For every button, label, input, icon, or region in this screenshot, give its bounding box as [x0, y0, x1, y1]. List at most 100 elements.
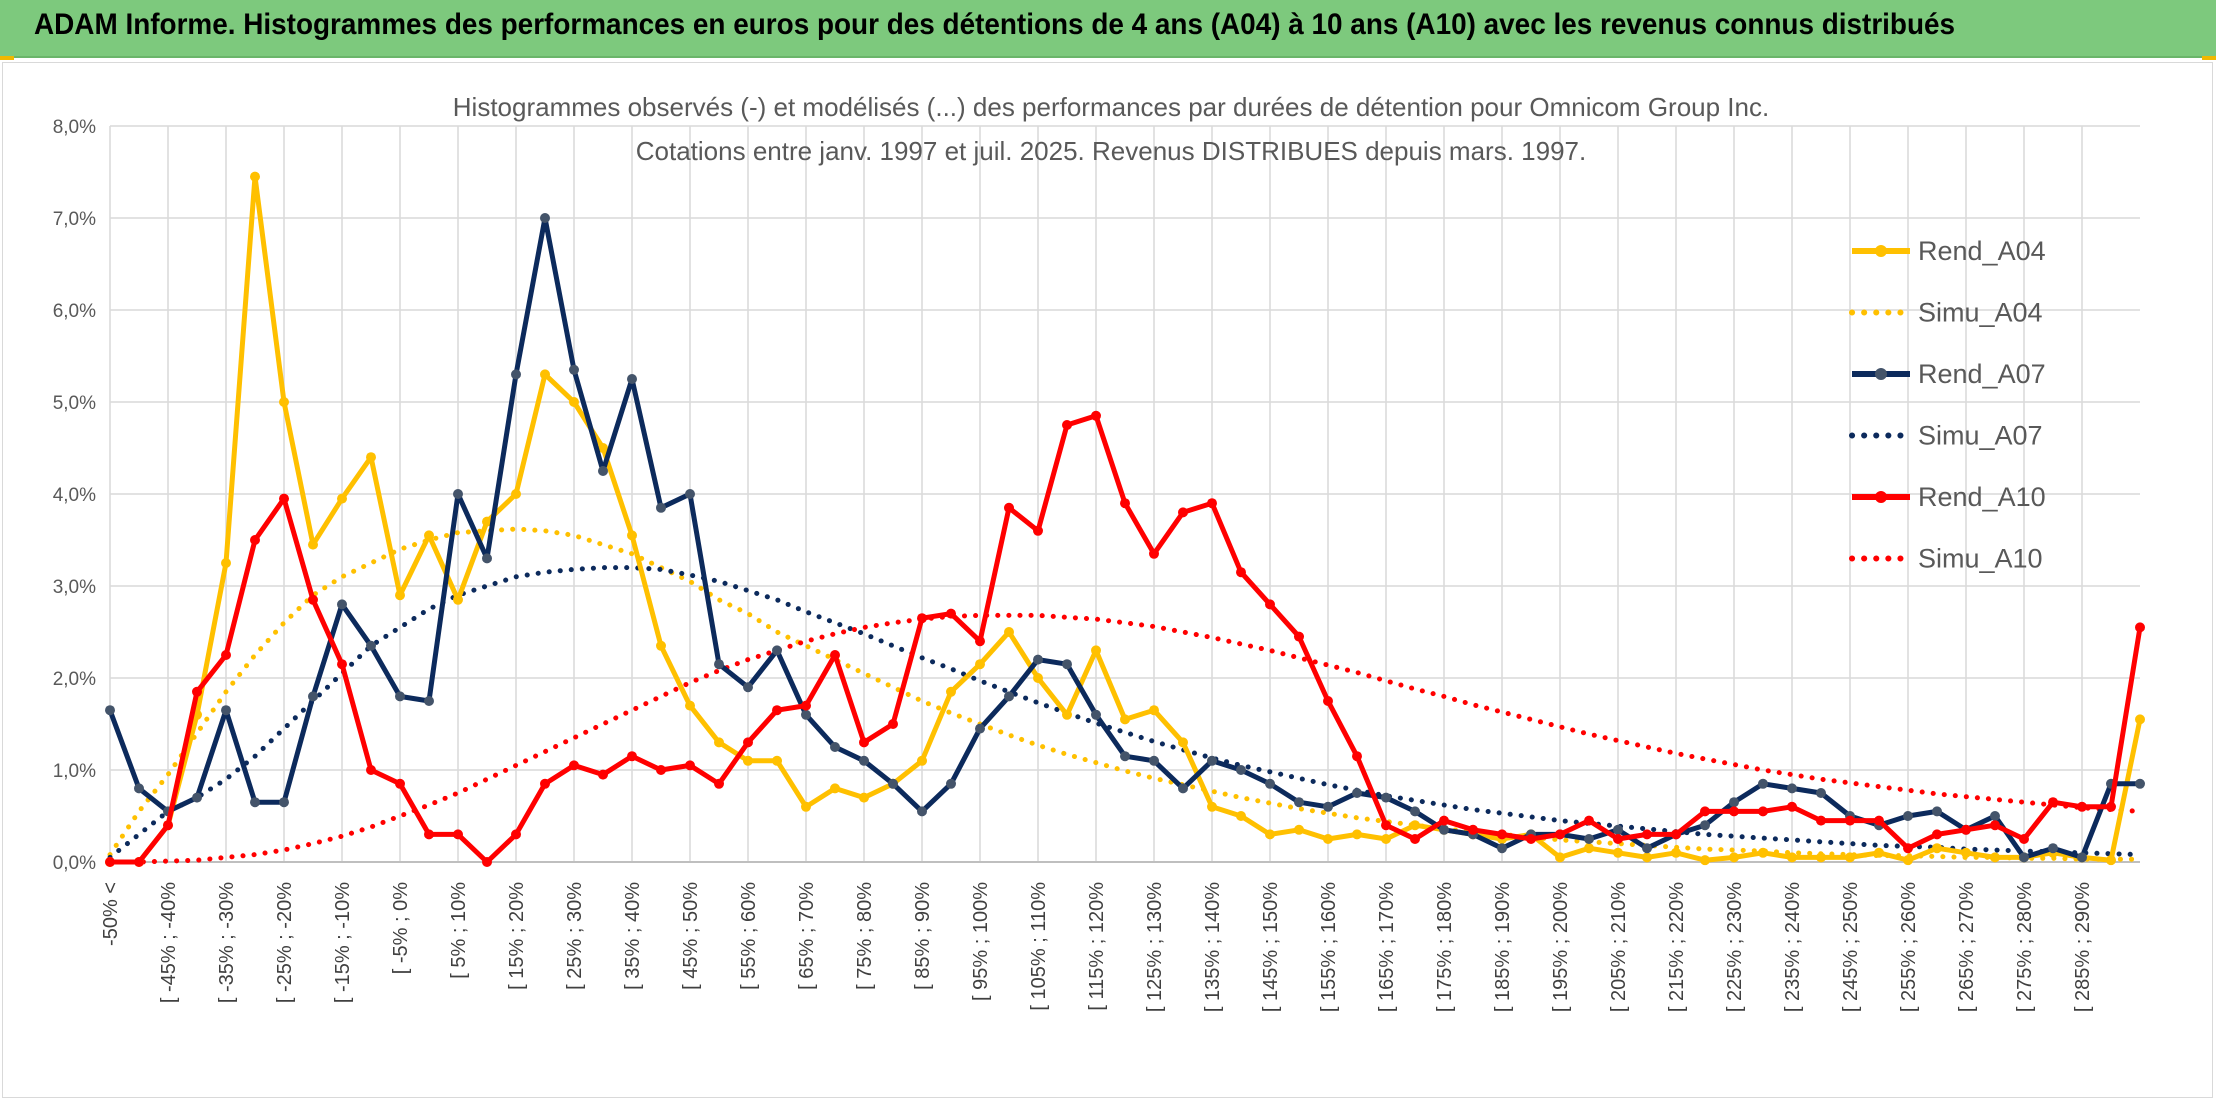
data-point-rend-a07 — [1700, 820, 1710, 831]
x-tick-label: [ 175% ; 180% — [1434, 882, 1456, 1012]
data-point-rend-a10 — [424, 829, 434, 840]
data-point-rend-a10 — [743, 737, 753, 748]
data-point-rend-a10 — [2077, 801, 2087, 812]
data-point-rend-a04 — [656, 640, 666, 651]
y-tick-label: 8,0% — [53, 117, 96, 138]
legend-label-simu-a10: Simu_A10 — [1918, 544, 2043, 574]
data-point-rend-a07 — [859, 755, 869, 766]
data-point-rend-a07 — [540, 213, 550, 223]
data-point-rend-a04 — [395, 590, 405, 601]
data-point-rend-a04 — [685, 700, 695, 711]
data-point-rend-a07 — [1004, 691, 1014, 702]
title-banner: ADAM Informe. Histogrammes des performan… — [0, 0, 2216, 58]
series-line-rend-a10 — [110, 413, 2143, 865]
x-tick-label: [ -5% ; 0% — [390, 882, 412, 974]
x-tick-label: [ 25% ; 30% — [564, 882, 586, 990]
data-point-rend-a10 — [482, 857, 492, 867]
data-point-rend-a10 — [453, 829, 463, 840]
data-point-rend-a07 — [424, 696, 434, 706]
data-point-rend-a10 — [1265, 599, 1275, 610]
chart-title: Histogrammes observés (-) et modélisés (… — [453, 92, 1769, 122]
y-tick-label: 3,0% — [53, 577, 96, 598]
data-point-rend-a04 — [1178, 737, 1188, 748]
data-point-rend-a10 — [917, 613, 927, 624]
data-point-rend-a10 — [163, 820, 173, 831]
data-point-rend-a10 — [1439, 815, 1449, 826]
data-point-rend-a04 — [1149, 705, 1159, 716]
data-point-rend-a10 — [1178, 507, 1188, 518]
data-point-rend-a07 — [482, 553, 492, 564]
x-tick-label: [ -25% ; -20% — [274, 882, 296, 1003]
data-point-rend-a07 — [1207, 755, 1217, 766]
data-point-rend-a07 — [250, 797, 260, 808]
data-point-rend-a07 — [2048, 843, 2058, 854]
data-point-rend-a04 — [830, 783, 840, 794]
data-point-rend-a10 — [656, 765, 666, 775]
data-point-rend-a04 — [1033, 673, 1043, 683]
data-point-rend-a04 — [1410, 820, 1420, 831]
x-tick-label: [ 15% ; 20% — [506, 882, 528, 990]
data-point-rend-a07 — [2135, 778, 2145, 789]
data-point-rend-a10 — [1990, 820, 2000, 831]
data-point-rend-a07 — [830, 742, 840, 752]
x-tick-label: [ 125% ; 130% — [1144, 882, 1166, 1012]
y-axis-ticks: 0,0% 1,0% 2,0% 3,0% 4,0% 5,0% 6,0% 7,0% 8,0% — [53, 117, 96, 874]
data-point-rend-a04 — [1584, 843, 1594, 854]
data-point-rend-a04 — [1671, 847, 1681, 858]
data-point-rend-a10 — [337, 659, 347, 670]
data-point-rend-a10 — [1004, 502, 1014, 513]
data-point-rend-a04 — [1990, 852, 2000, 863]
data-point-rend-a10 — [1497, 829, 1507, 840]
data-point-rend-a04 — [2135, 714, 2145, 725]
data-point-rend-a04 — [1700, 855, 1710, 866]
data-point-rend-a07 — [395, 691, 405, 702]
x-tick-label: [ 285% ; 290% — [2072, 882, 2094, 1012]
data-point-rend-a04 — [1555, 852, 1565, 863]
data-point-rend-a10 — [1642, 829, 1652, 840]
data-point-rend-a10 — [1584, 815, 1594, 826]
y-tick-label: 6,0% — [53, 301, 96, 322]
data-point-rend-a07 — [1787, 783, 1797, 794]
data-point-rend-a04 — [975, 659, 985, 670]
data-point-rend-a07 — [2019, 852, 2029, 863]
data-point-rend-a07 — [192, 792, 202, 803]
page-title: ADAM Informe. Histogrammes des performan… — [34, 8, 1956, 41]
data-point-rend-a07 — [1149, 755, 1159, 766]
data-point-rend-a04 — [598, 443, 608, 453]
data-point-rend-a10 — [2106, 801, 2116, 812]
data-point-rend-a04 — [424, 530, 434, 541]
data-point-rend-a04 — [1613, 847, 1623, 858]
data-point-rend-a10 — [1120, 498, 1130, 509]
data-point-rend-a07 — [1584, 834, 1594, 844]
data-point-rend-a10 — [1671, 829, 1681, 840]
data-point-rend-a07 — [1236, 765, 1246, 775]
data-point-rend-a10 — [1468, 824, 1478, 835]
data-point-rend-a04 — [453, 594, 463, 605]
data-point-rend-a04 — [1091, 645, 1101, 656]
data-point-rend-a10 — [1729, 806, 1739, 817]
y-tick-label: 4,0% — [53, 485, 96, 506]
x-tick-label: [ 195% ; 200% — [1550, 882, 1572, 1012]
data-point-rend-a04 — [337, 493, 347, 504]
data-point-rend-a04 — [743, 755, 753, 766]
x-tick-label: [ 165% ; 170% — [1376, 882, 1398, 1012]
data-point-rend-a07 — [221, 705, 231, 716]
data-point-rend-a07 — [134, 783, 144, 794]
data-point-rend-a10 — [859, 737, 869, 748]
data-point-rend-a07 — [685, 489, 695, 499]
data-point-rend-a10 — [1207, 498, 1217, 509]
data-point-rend-a04 — [1294, 824, 1304, 835]
x-tick-label: [ 85% ; 90% — [912, 882, 934, 990]
x-tick-label: [ 65% ; 70% — [796, 882, 818, 990]
data-point-rend-a07 — [1120, 751, 1130, 762]
data-point-rend-a07 — [1265, 778, 1275, 789]
x-tick-label: [ 115% ; 120% — [1086, 882, 1108, 1011]
y-tick-label: 7,0% — [53, 209, 96, 230]
data-point-rend-a07 — [801, 709, 811, 720]
legend-marker-rend-a10 — [1875, 491, 1887, 503]
data-point-rend-a04 — [511, 489, 521, 499]
data-point-rend-a04 — [540, 369, 550, 380]
x-tick-label: [ 255% ; 260% — [1898, 882, 1920, 1012]
data-point-rend-a07 — [453, 489, 463, 499]
